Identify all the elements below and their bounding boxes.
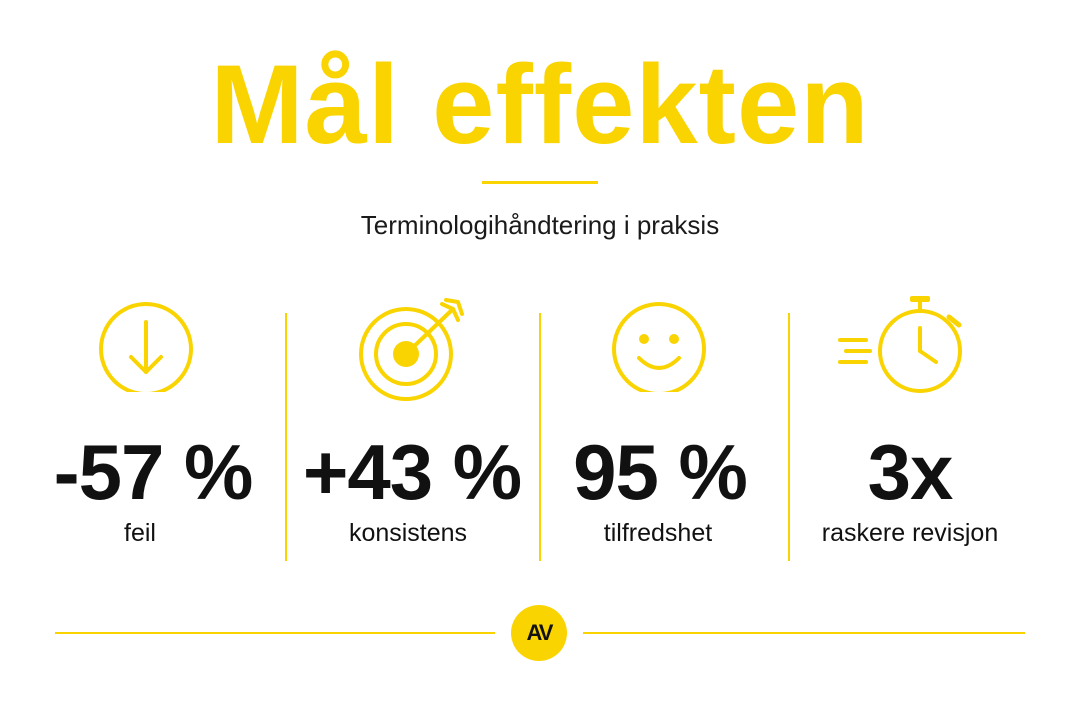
stat-divider-3: [788, 313, 790, 561]
stat-divider-1: [285, 313, 287, 561]
stat-value: -57 %: [53, 428, 254, 516]
stat-label: tilfredshet: [603, 519, 713, 547]
stat-divider-2: [539, 313, 541, 561]
page-title: Mål effekten: [210, 42, 870, 167]
stat-label: konsistens: [348, 519, 468, 547]
target-icon: [359, 298, 464, 401]
stat-value: 3x: [867, 428, 954, 516]
arrow-down-circle-icon: [99, 302, 193, 392]
footer-line-right: [583, 632, 1025, 634]
stat-value: 95 %: [573, 428, 748, 516]
stat-label: feil: [124, 519, 156, 547]
page-subtitle: Terminologihåndtering i praksis: [360, 210, 720, 240]
smiley-icon: [612, 302, 706, 392]
stopwatch-icon: [838, 296, 962, 393]
footer-line-left: [55, 632, 495, 634]
stat-label: raskere revisjon: [821, 519, 999, 547]
av-logo: AV: [511, 605, 567, 661]
title-underline: [482, 181, 598, 184]
stat-value: +43 %: [302, 428, 522, 516]
logo-text: AV: [526, 620, 554, 645]
